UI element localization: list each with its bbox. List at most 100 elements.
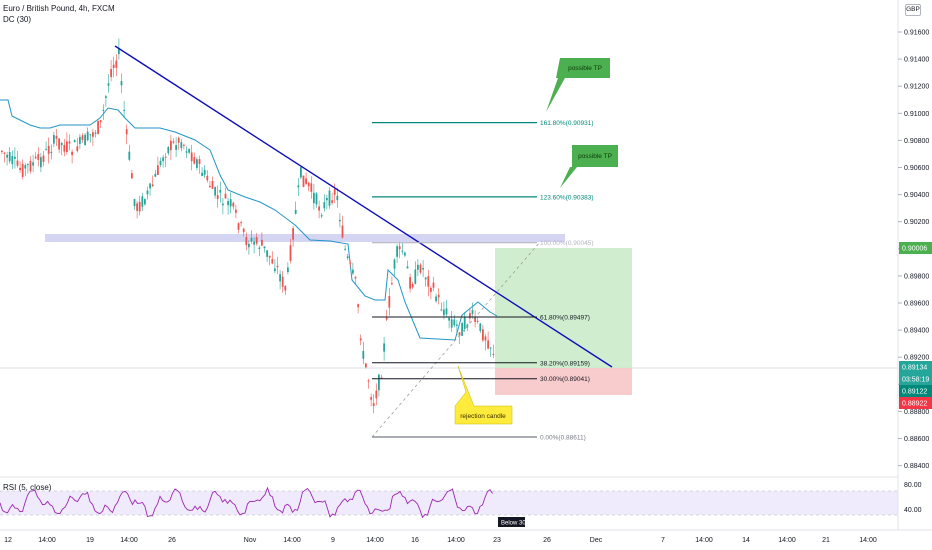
candle-body bbox=[281, 276, 284, 287]
time-axis-label: 26 bbox=[543, 537, 551, 544]
fib-level-label: 30.00%(0.89041) bbox=[540, 376, 590, 383]
price-tick-label: 0.88800 bbox=[904, 409, 929, 416]
candle-body bbox=[315, 193, 318, 205]
time-axis-label: 21 bbox=[822, 537, 830, 544]
candle-body bbox=[326, 197, 328, 201]
candle-body bbox=[424, 277, 427, 280]
candle-body bbox=[261, 239, 263, 246]
candle-body bbox=[344, 248, 346, 250]
price-tick-label: 0.90400 bbox=[904, 192, 929, 199]
candle-body bbox=[378, 374, 380, 391]
price-tick-label: 0.91200 bbox=[904, 84, 929, 91]
symbol-title[interactable]: Euro / British Pound, 4h, FXCM bbox=[3, 4, 115, 13]
support-zone bbox=[45, 234, 565, 242]
candle-body bbox=[86, 131, 89, 141]
candle-body bbox=[437, 294, 440, 298]
candle-body bbox=[45, 148, 47, 150]
time-axis-label: Dec bbox=[590, 537, 603, 544]
candle-body bbox=[149, 183, 151, 189]
candle-body bbox=[411, 283, 414, 288]
candle-body bbox=[445, 308, 448, 315]
price-tick-label: 0.89600 bbox=[904, 301, 929, 308]
indicator-legend-dc[interactable]: DC (30) bbox=[3, 15, 32, 24]
candle-body bbox=[393, 259, 396, 269]
candle-body bbox=[310, 183, 313, 192]
rsi-legend[interactable]: RSI (5, close) bbox=[3, 483, 52, 492]
candle-body bbox=[123, 109, 125, 111]
candle-body bbox=[300, 167, 302, 178]
currency-button[interactable]: GBP bbox=[905, 4, 921, 16]
candle-body bbox=[313, 192, 315, 204]
candle-body bbox=[463, 316, 466, 329]
fib-level-label: 100.00%(0.90045) bbox=[540, 240, 594, 247]
candle-body bbox=[333, 189, 336, 195]
time-axis-label: 14:00 bbox=[447, 537, 465, 544]
candles-group bbox=[1, 38, 495, 414]
candle-body bbox=[37, 154, 40, 160]
entry-price-tag-text: 0.89122 bbox=[902, 389, 927, 396]
rsi-below-30-tag: Below 30 bbox=[498, 517, 526, 527]
candle-body bbox=[492, 353, 495, 355]
fib-level-label: 38.20%(0.89159) bbox=[540, 360, 590, 367]
candle-body bbox=[253, 241, 255, 245]
candle-body bbox=[105, 96, 107, 98]
candle-body bbox=[63, 144, 66, 152]
candle-body bbox=[157, 165, 159, 175]
time-axis-label: 12 bbox=[4, 537, 12, 544]
time-axis-label: Nov bbox=[244, 537, 257, 544]
callout-possible-tp-2: possible TP bbox=[560, 145, 618, 188]
candle-body bbox=[320, 215, 323, 217]
candle-body bbox=[159, 160, 162, 165]
entry-price-tag: 0.89122 bbox=[899, 385, 932, 397]
fib-level-label: 161.80%(0.90931) bbox=[540, 120, 594, 127]
candle-body bbox=[430, 287, 432, 292]
stop-price-tag-bg bbox=[899, 397, 932, 409]
candle-body bbox=[476, 320, 479, 322]
candle-body bbox=[232, 202, 235, 207]
candle-body bbox=[235, 209, 237, 213]
candle-body bbox=[479, 323, 482, 332]
candle-body bbox=[102, 109, 105, 111]
price-tick-label: 0.91000 bbox=[904, 111, 929, 118]
candle-body bbox=[58, 138, 60, 150]
candle-body bbox=[136, 203, 138, 211]
candle-body bbox=[328, 190, 331, 206]
price-tick-label: 0.90600 bbox=[904, 165, 929, 172]
callout-bubble-rejection bbox=[454, 365, 513, 425]
candle-body bbox=[276, 265, 279, 268]
candle-body bbox=[141, 196, 144, 207]
candle-body bbox=[289, 245, 292, 261]
target-price-tag-bg bbox=[899, 242, 932, 254]
time-axis-label: 14:00 bbox=[38, 537, 56, 544]
candle-body bbox=[354, 276, 357, 279]
candle-body bbox=[97, 121, 99, 134]
fib-level-label: 0.00%(0.88611) bbox=[540, 435, 586, 442]
stop-zone bbox=[495, 368, 632, 395]
candle-body bbox=[258, 247, 261, 249]
time-axis-label: 14:00 bbox=[859, 537, 877, 544]
candle-body bbox=[346, 256, 349, 259]
time-axis-label: 14:00 bbox=[778, 537, 796, 544]
price-tick-label: 0.91600 bbox=[904, 30, 929, 37]
candle-body bbox=[110, 68, 112, 78]
time-axis-label: 23 bbox=[493, 537, 501, 544]
fib-level-label: 123.60%(0.90383) bbox=[540, 194, 594, 201]
candle-body bbox=[229, 199, 232, 207]
candle-body bbox=[302, 175, 305, 187]
candle-body bbox=[198, 159, 201, 164]
candle-body bbox=[209, 185, 211, 188]
candle-body bbox=[71, 151, 73, 156]
price-tick-label: 0.88600 bbox=[904, 436, 929, 443]
candle-body bbox=[68, 141, 71, 144]
countdown-tag-text: 03:58:19 bbox=[902, 377, 929, 384]
candle-body bbox=[34, 156, 37, 159]
candle-body bbox=[469, 313, 471, 319]
rsi-band bbox=[0, 491, 898, 515]
candle-body bbox=[32, 162, 34, 166]
fib-level-label: 61.80%(0.89497) bbox=[540, 314, 590, 321]
candle-body bbox=[456, 324, 458, 326]
candle-body bbox=[406, 266, 409, 269]
candle-body bbox=[305, 178, 307, 184]
